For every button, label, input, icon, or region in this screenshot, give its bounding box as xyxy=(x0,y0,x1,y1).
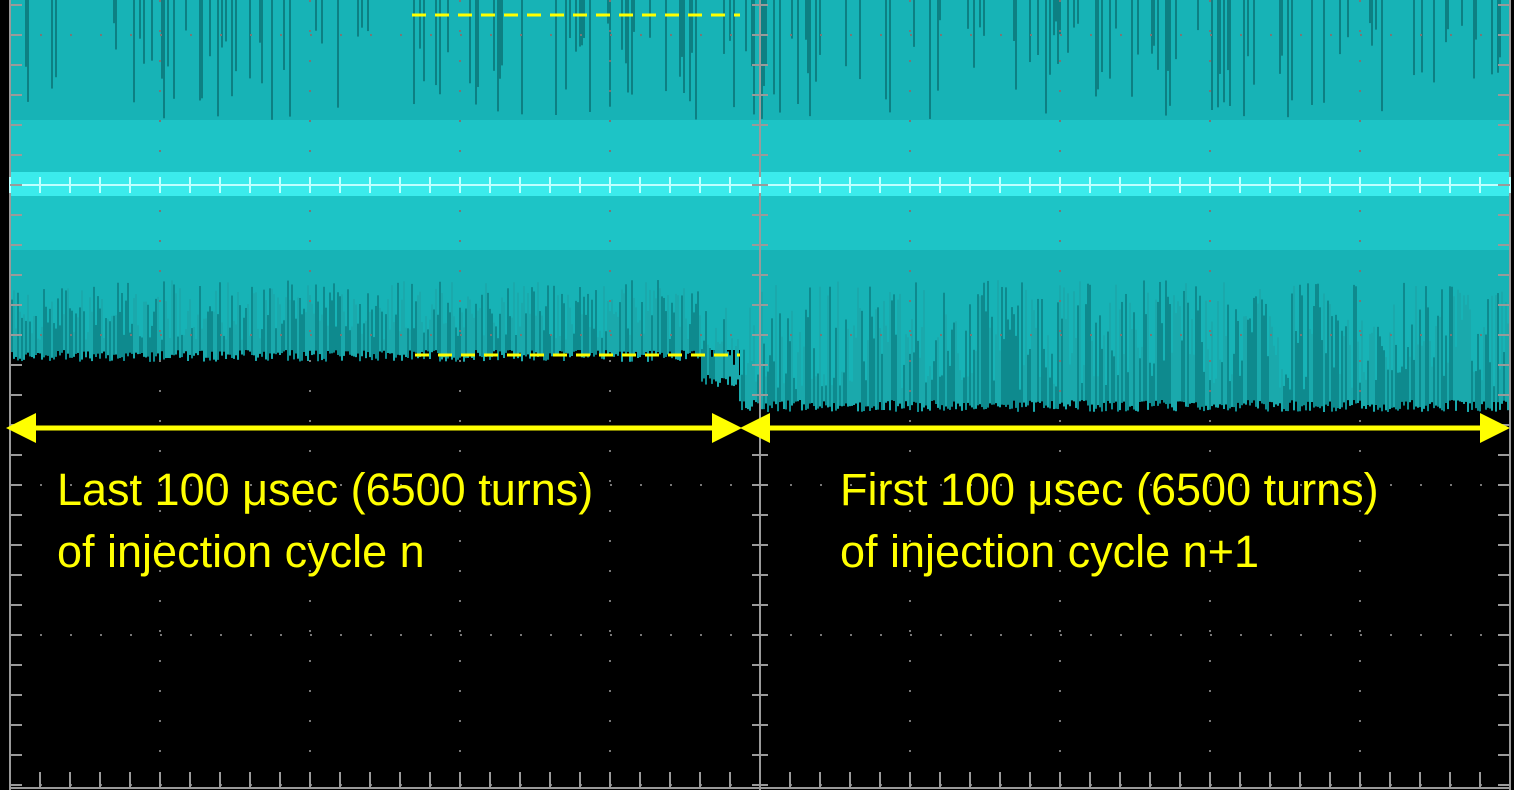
annotation-left-line2: of injection cycle n xyxy=(57,526,425,577)
annotation-right-line2: of injection cycle n+1 xyxy=(840,526,1259,577)
annotation-right-line1: First 100 μsec (6500 turns) xyxy=(840,464,1379,515)
arrow-head xyxy=(712,413,742,443)
level-markers xyxy=(412,13,740,357)
arrow-head xyxy=(6,413,36,443)
graticule xyxy=(9,0,1511,790)
arrow-head xyxy=(1480,413,1510,443)
span-arrows xyxy=(6,413,1510,443)
arrow-head xyxy=(740,413,770,443)
annotation-left-line1: Last 100 μsec (6500 turns) xyxy=(57,464,593,515)
